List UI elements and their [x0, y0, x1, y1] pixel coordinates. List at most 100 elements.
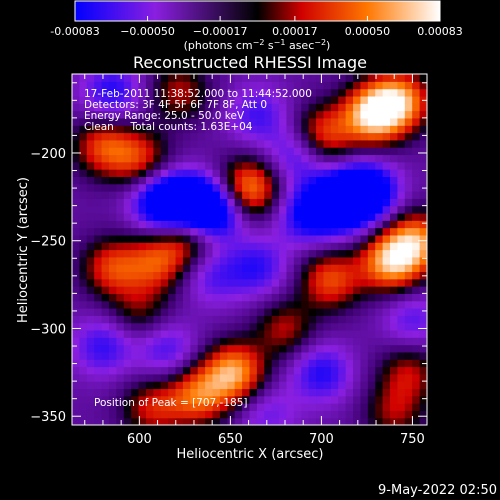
heatmap-cell	[323, 212, 332, 221]
heatmap-cell	[353, 88, 362, 97]
heatmap-cell	[412, 212, 421, 221]
heatmap-cell	[94, 95, 103, 104]
heatmap-cell	[205, 95, 214, 104]
heatmap-cell	[212, 366, 221, 375]
heatmap-cell	[153, 176, 162, 185]
heatmap-cell	[72, 220, 80, 229]
heatmap-cell	[367, 242, 376, 251]
heatmap-cell	[234, 242, 243, 251]
heatmap-cell	[227, 381, 236, 390]
heatmap-cell	[390, 344, 399, 353]
heatmap-cell	[182, 220, 191, 229]
heatmap-cell	[131, 329, 140, 338]
heatmap-cell	[219, 366, 228, 375]
annotation-peak-position: Position of Peak = [707,-185]	[94, 397, 248, 409]
heatmap-cell	[182, 381, 191, 390]
heatmap-cell	[256, 256, 265, 265]
heatmap-cell	[138, 373, 147, 382]
heatmap-cell	[72, 395, 80, 404]
heatmap-cell	[182, 337, 191, 346]
heatmap-cell	[212, 264, 221, 273]
heatmap-cell	[256, 381, 265, 390]
heatmap-cell	[353, 183, 362, 192]
heatmap-cell	[138, 125, 147, 134]
heatmap-cell	[308, 351, 317, 360]
heatmap-cell	[279, 417, 288, 425]
heatmap-cell	[212, 286, 221, 294]
heatmap-cell	[79, 74, 88, 82]
heatmap-cell	[345, 227, 354, 236]
heatmap-cell	[212, 359, 221, 368]
heatmap-cell	[264, 410, 273, 419]
heatmap-cell	[153, 366, 162, 375]
heatmap-cell	[375, 344, 384, 353]
heatmap-cell	[205, 176, 214, 185]
heatmap-cell	[279, 234, 288, 243]
heatmap-cell	[308, 286, 317, 294]
heatmap-cell	[293, 373, 302, 382]
heatmap-cell	[205, 278, 214, 287]
heatmap-cell	[101, 95, 110, 104]
heatmap-cell	[345, 329, 354, 338]
heatmap-cell	[153, 300, 162, 309]
heatmap-cell	[330, 169, 339, 177]
heatmap-cell	[94, 337, 103, 346]
heatmap-cell	[301, 417, 310, 425]
heatmap-cell	[367, 117, 376, 126]
heatmap-cell	[242, 234, 251, 243]
heatmap-cell	[131, 176, 140, 185]
heatmap-cell	[286, 388, 295, 397]
heatmap-cell	[197, 147, 206, 156]
heatmap-cell	[175, 410, 184, 419]
heatmap-cell	[279, 110, 288, 119]
heatmap-cell	[256, 103, 265, 112]
heatmap-cell	[190, 308, 199, 316]
heatmap-cell	[86, 125, 95, 134]
heatmap-cell	[182, 359, 191, 368]
heatmap-cell	[397, 337, 406, 346]
heatmap-cell	[242, 381, 251, 390]
heatmap-cell	[404, 81, 413, 90]
heatmap-cell	[108, 227, 117, 236]
heatmap-cell	[316, 220, 325, 229]
heatmap-cell	[175, 293, 184, 302]
heatmap-cell	[249, 132, 258, 141]
heatmap-cell	[367, 227, 376, 236]
heatmap-cell	[264, 81, 273, 90]
heatmap-cell	[256, 132, 265, 141]
heatmap-cell	[264, 337, 273, 346]
heatmap-cell	[279, 403, 288, 411]
heatmap-cell	[330, 147, 339, 156]
heatmap-cell	[382, 242, 391, 251]
heatmap-cell	[264, 293, 273, 302]
heatmap-cell	[412, 388, 421, 397]
heatmap-cell	[101, 381, 110, 390]
heatmap-cell	[412, 154, 421, 163]
heatmap-cell	[419, 381, 427, 390]
heatmap-cell	[279, 154, 288, 163]
heatmap-cell	[286, 366, 295, 375]
heatmap-cell	[293, 161, 302, 170]
heatmap-cell	[160, 154, 169, 163]
heatmap-cell	[138, 176, 147, 185]
heatmap-cell	[308, 147, 317, 156]
heatmap-cell	[301, 403, 310, 411]
heatmap-cell	[131, 359, 140, 368]
heatmap-cell	[197, 212, 206, 221]
heatmap-cell	[108, 234, 117, 243]
heatmap-cell	[264, 191, 273, 199]
heatmap-cell	[293, 125, 302, 134]
heatmap-cell	[390, 212, 399, 221]
heatmap-cell	[197, 308, 206, 316]
heatmap-cell	[123, 117, 132, 126]
heatmap-cell	[397, 81, 406, 90]
heatmap-cell	[190, 234, 199, 243]
heatmap-cell	[190, 191, 199, 199]
heatmap-cell	[264, 403, 273, 411]
heatmap-cell	[212, 74, 221, 82]
heatmap-cell	[397, 366, 406, 375]
heatmap-cell	[108, 256, 117, 265]
heatmap-cell	[175, 139, 184, 148]
heatmap-cell	[72, 373, 80, 382]
heatmap-cell	[419, 132, 427, 141]
